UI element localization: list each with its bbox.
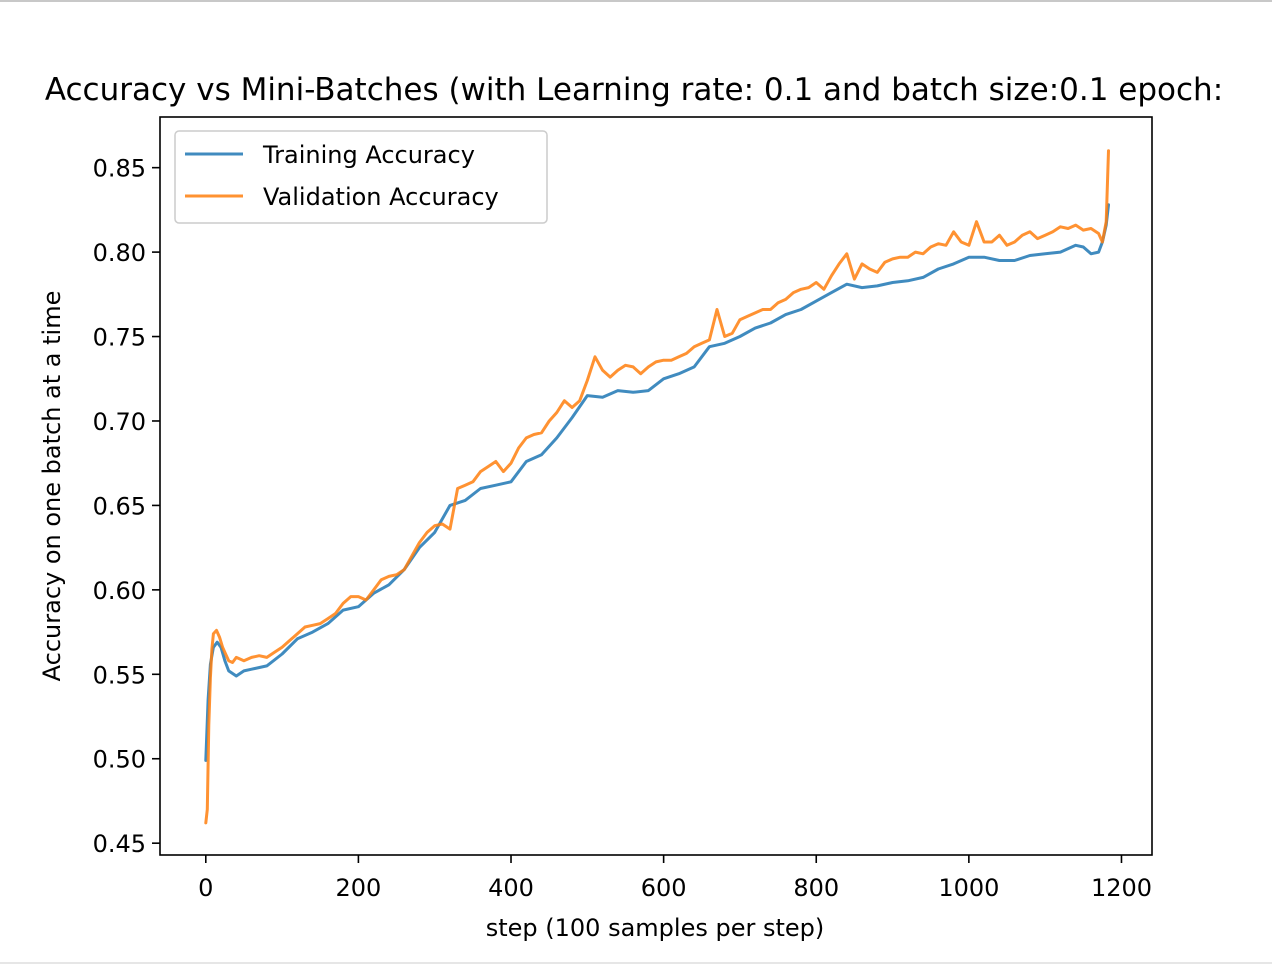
legend-box xyxy=(174,130,548,224)
series-line-0 xyxy=(204,203,1110,762)
x-tick-label: 600 xyxy=(641,874,687,902)
y-tick-label: 0.60 xyxy=(93,577,146,605)
bottom-border xyxy=(0,962,1272,964)
legend: Training Accuracy Validation Accuracy xyxy=(174,130,548,224)
x-tick-label: 400 xyxy=(488,874,534,902)
x-tick-label: 0 xyxy=(198,874,213,902)
x-tick-label: 800 xyxy=(793,874,839,902)
y-axis: 0.45 0.50 0.55 0.60 0.65 0.70 0.75 0.80 0.85 xyxy=(93,155,160,858)
y-tick-label: 0.45 xyxy=(93,830,146,858)
x-axis-label: step (100 samples per step) xyxy=(486,914,825,942)
y-axis-label: Accuracy on one batch at a time xyxy=(38,291,66,682)
y-tick-label: 0.85 xyxy=(93,155,146,183)
legend-entry-1: Validation Accuracy xyxy=(263,183,499,211)
y-tick-label: 0.75 xyxy=(93,324,146,352)
x-tick-label: 1200 xyxy=(1091,874,1152,902)
y-tick-label: 0.55 xyxy=(93,661,146,689)
x-tick-label: 1000 xyxy=(938,874,999,902)
chart-title: Accuracy vs Mini-Batches (with Learning … xyxy=(45,72,1223,108)
y-tick-label: 0.80 xyxy=(93,239,146,267)
y-tick-label: 0.70 xyxy=(93,408,146,436)
y-tick-label: 0.65 xyxy=(93,492,146,520)
axes-frame xyxy=(159,116,1153,856)
series-line-1 xyxy=(204,149,1110,825)
y-tick-label: 0.50 xyxy=(93,746,146,774)
x-tick-label: 200 xyxy=(335,874,381,902)
legend-entry-0: Training Accuracy xyxy=(262,141,475,169)
plot-area xyxy=(204,149,1110,825)
x-axis: 0 200 400 600 800 1000 1200 xyxy=(198,855,1152,902)
top-border xyxy=(0,0,1272,2)
